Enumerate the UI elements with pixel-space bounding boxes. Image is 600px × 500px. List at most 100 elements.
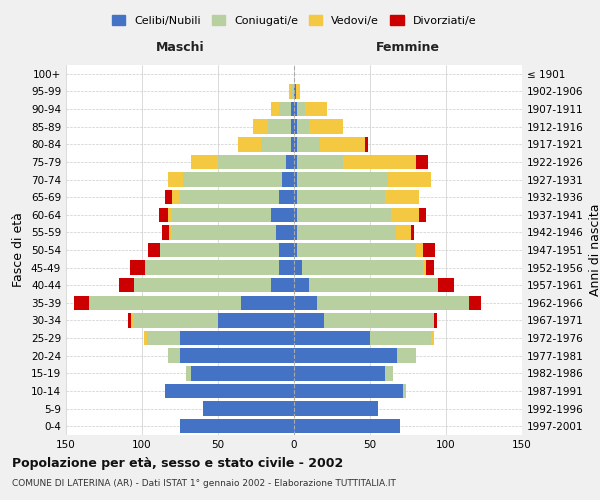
Bar [370, 331, 431, 345]
Bar [180, 348, 294, 363]
Bar [297, 225, 396, 240]
Bar [134, 314, 218, 328]
Bar [169, 225, 172, 240]
Bar [403, 384, 406, 398]
Bar [294, 190, 297, 204]
Bar [294, 208, 297, 222]
Bar [325, 314, 434, 328]
Bar [385, 190, 419, 204]
Bar [74, 296, 89, 310]
Bar [291, 137, 294, 152]
Bar [130, 260, 145, 275]
Bar [286, 154, 294, 169]
Bar [128, 314, 131, 328]
Bar [294, 366, 385, 380]
Bar [294, 314, 325, 328]
Bar [423, 243, 436, 257]
Bar [294, 137, 297, 152]
Bar [279, 190, 294, 204]
Bar [391, 208, 419, 222]
Legend: Celibi/Nubili, Coniugati/e, Vedovi/e, Divorziati/e: Celibi/Nubili, Coniugati/e, Vedovi/e, Di… [112, 15, 476, 26]
Bar [297, 172, 388, 186]
Y-axis label: Fasce di età: Fasce di età [13, 212, 25, 288]
Bar [294, 225, 297, 240]
Bar [168, 208, 172, 222]
Bar [165, 190, 172, 204]
Bar [119, 278, 134, 292]
Bar [276, 225, 294, 240]
Bar [180, 419, 294, 434]
Bar [297, 137, 320, 152]
Bar [294, 172, 297, 186]
Bar [165, 384, 294, 398]
Bar [146, 331, 180, 345]
Bar [282, 172, 294, 186]
Bar [191, 154, 218, 169]
Bar [294, 120, 297, 134]
Bar [134, 278, 271, 292]
Bar [294, 402, 377, 416]
Bar [294, 154, 297, 169]
Bar [296, 84, 300, 98]
Bar [416, 243, 423, 257]
Bar [271, 278, 294, 292]
Bar [365, 137, 368, 152]
Bar [294, 331, 370, 345]
Bar [271, 208, 294, 222]
Bar [291, 120, 294, 134]
Bar [294, 296, 317, 310]
Bar [172, 225, 276, 240]
Bar [168, 348, 180, 363]
Bar [297, 102, 305, 117]
Bar [268, 120, 291, 134]
Bar [469, 296, 481, 310]
Bar [388, 172, 431, 186]
Bar [289, 84, 291, 98]
Bar [279, 260, 294, 275]
Bar [297, 190, 385, 204]
Bar [385, 366, 393, 380]
Bar [203, 402, 294, 416]
Bar [434, 314, 437, 328]
Bar [180, 331, 294, 345]
Bar [297, 154, 343, 169]
Y-axis label: Anni di nascita: Anni di nascita [589, 204, 600, 296]
Bar [397, 348, 416, 363]
Text: COMUNE DI LATERINA (AR) - Dati ISTAT 1° gennaio 2002 - Elaborazione TUTTITALIA.I: COMUNE DI LATERINA (AR) - Dati ISTAT 1° … [12, 479, 396, 488]
Bar [218, 314, 294, 328]
Bar [294, 384, 403, 398]
Bar [416, 154, 428, 169]
Bar [260, 137, 291, 152]
Bar [159, 208, 168, 222]
Bar [396, 225, 411, 240]
Bar [131, 314, 134, 328]
Bar [294, 260, 302, 275]
Bar [294, 348, 397, 363]
Bar [253, 120, 268, 134]
Bar [309, 120, 343, 134]
Bar [143, 331, 146, 345]
Text: Femmine: Femmine [376, 42, 440, 54]
Bar [320, 137, 365, 152]
Bar [431, 331, 434, 345]
Bar [172, 190, 180, 204]
Bar [305, 102, 328, 117]
Bar [294, 243, 297, 257]
Bar [294, 102, 297, 117]
Bar [271, 102, 279, 117]
Bar [426, 260, 434, 275]
Bar [238, 137, 260, 152]
Bar [439, 278, 454, 292]
Bar [297, 243, 416, 257]
Bar [343, 154, 416, 169]
Bar [291, 102, 294, 117]
Bar [294, 278, 309, 292]
Bar [423, 260, 426, 275]
Bar [162, 225, 169, 240]
Bar [279, 102, 291, 117]
Bar [168, 172, 183, 186]
Bar [241, 296, 294, 310]
Bar [279, 243, 294, 257]
Bar [291, 84, 294, 98]
Bar [172, 208, 271, 222]
